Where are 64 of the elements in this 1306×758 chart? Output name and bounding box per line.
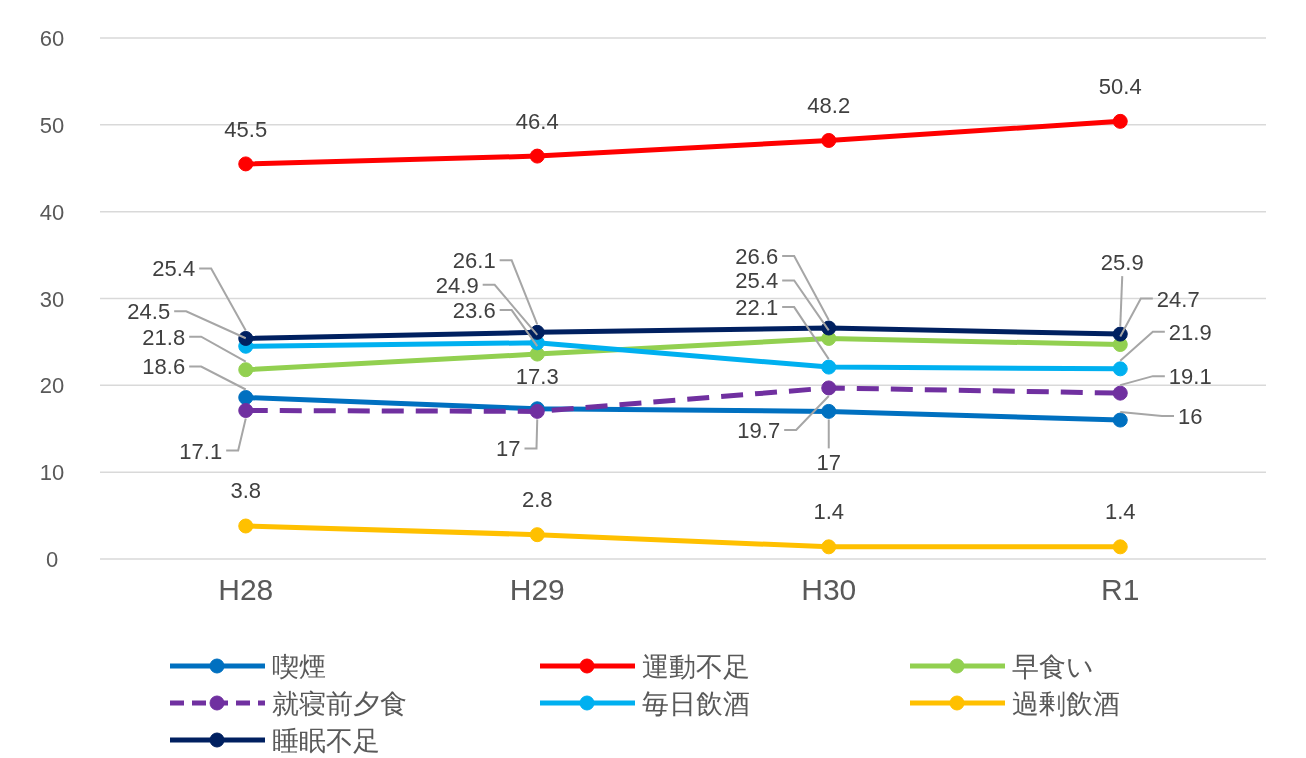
y-tick-label: 60 [39,26,65,51]
data-label: 25.4 [152,256,196,282]
data-label: 1.4 [813,498,845,524]
data-label: 46.4 [515,109,559,135]
data-label: 3.8 [230,478,262,503]
point [821,380,837,396]
data-label: 24.9 [435,272,479,298]
point [1112,385,1128,401]
legend-label: 過剰飲酒 [1012,689,1120,719]
point [238,518,254,534]
data-label: 19.7 [737,417,781,443]
data-label: 17 [816,450,841,476]
point [238,362,254,378]
data-label: 18.6 [142,354,186,380]
data-label: 2.8 [521,486,553,512]
x-tick-label: H29 [509,573,565,606]
data-label: 24.5 [127,299,171,325]
legend-label: 早食い [1012,652,1094,682]
y-tick-label: 0 [45,547,59,572]
point [529,148,545,164]
data-label: 17.1 [179,438,223,464]
data-label: 21.9 [1168,319,1212,345]
point [238,403,254,419]
x-tick-label: H30 [801,573,857,606]
data-label: 24.7 [1156,286,1200,312]
point [238,389,254,405]
data-label: 25.4 [735,268,779,294]
legend-label: 就寝前夕食 [272,689,407,719]
data-label: 22.1 [735,295,779,321]
point [1112,361,1128,377]
data-label: 17.3 [515,363,559,389]
point [821,132,837,148]
point [1112,539,1128,555]
data-label: 26.6 [735,244,779,270]
legend-label: 運動不足 [642,652,750,682]
x-tick-label: H28 [218,573,274,606]
point [238,330,254,346]
x-tick-label: R1 [1101,573,1140,606]
data-label: 21.8 [142,324,186,350]
data-label: 26.1 [452,248,496,274]
point [1112,113,1128,129]
data-label: 25.9 [1100,250,1144,276]
y-tick-label: 40 [39,199,65,225]
point [821,403,837,419]
data-label: 45.5 [224,116,268,142]
data-label: 1.4 [1104,498,1136,524]
data-label: 23.6 [452,298,496,324]
legend-label: 睡眠不足 [272,726,380,756]
y-tick-label: 20 [39,373,65,399]
point [529,527,545,543]
data-label: 16 [1178,404,1203,430]
point [1112,412,1128,428]
point [821,359,837,375]
legend-label: 毎日飲酒 [642,689,750,719]
data-label: 19.1 [1168,364,1212,390]
y-tick-label: 10 [39,460,65,486]
data-label: 17 [496,436,521,462]
y-tick-label: 30 [39,286,65,312]
data-label: 50.4 [1098,74,1142,100]
point [821,539,837,555]
point [238,156,254,172]
legend-label: 喫煙 [272,652,326,682]
data-label: 48.2 [807,93,851,119]
y-tick-label: 50 [39,112,65,138]
